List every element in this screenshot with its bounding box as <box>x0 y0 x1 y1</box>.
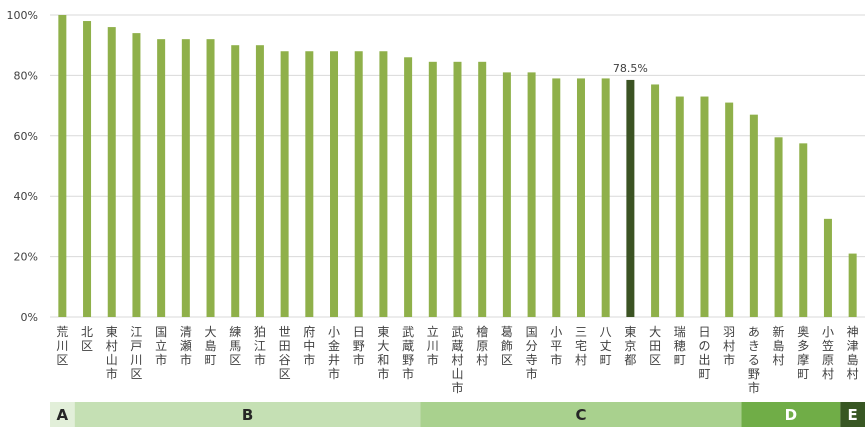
x-tick-label: 東村山市 <box>106 325 118 381</box>
group-band-c <box>420 402 742 427</box>
bar <box>83 21 92 317</box>
bar <box>404 57 413 317</box>
x-tick-label: あきる野市 <box>748 325 760 395</box>
bar <box>700 96 709 317</box>
group-band-a <box>50 402 75 427</box>
bar <box>453 61 462 318</box>
x-tick-label: 狛江市 <box>254 325 266 367</box>
bar <box>181 39 190 317</box>
group-label: B <box>242 406 253 424</box>
bar <box>354 51 363 318</box>
bar <box>552 78 561 317</box>
x-tick-label: 三宅村 <box>575 325 587 367</box>
data-label: 78.5% <box>613 62 648 75</box>
bar <box>58 15 67 317</box>
x-tick-label: 東大和市 <box>377 325 389 381</box>
bar <box>527 72 536 317</box>
bar <box>379 51 388 318</box>
group-band-e <box>840 402 865 427</box>
x-tick-label: 日野市 <box>353 325 365 367</box>
y-tick-label: 40% <box>14 190 38 203</box>
x-tick-label: 新島村 <box>773 324 785 367</box>
bar <box>255 45 264 317</box>
group-label: D <box>785 406 797 424</box>
bar <box>675 96 684 317</box>
y-tick-label: 0% <box>21 311 38 324</box>
x-tick-label: 練馬区 <box>229 325 241 367</box>
group-band-d <box>741 402 841 427</box>
bar <box>576 78 585 317</box>
bar <box>157 39 166 317</box>
bar <box>231 45 240 317</box>
bar <box>330 51 339 318</box>
x-tick-label: 小笠原村 <box>822 325 834 381</box>
bar <box>428 61 437 318</box>
bar <box>799 143 808 317</box>
x-tick-label: 武蔵野市 <box>402 325 414 381</box>
x-tick-label: 府中市 <box>303 324 315 367</box>
bar <box>601 78 610 317</box>
x-tick-label: 清瀬市 <box>180 325 192 367</box>
x-tick-label: 東京都 <box>624 325 636 367</box>
x-tick-label: 世田谷区 <box>279 325 291 381</box>
x-tick-label: 小平市 <box>550 325 562 367</box>
x-tick-label: 武蔵村山市 <box>451 325 463 395</box>
x-tick-label: 立川市 <box>427 324 439 367</box>
bar <box>502 72 511 317</box>
bar <box>305 51 314 318</box>
y-tick-label: 60% <box>14 130 38 143</box>
bar <box>651 84 660 318</box>
x-tick-label: 奥多摩町 <box>797 325 809 381</box>
bar <box>626 79 635 318</box>
bar <box>725 102 734 317</box>
x-tick-label: 北区 <box>81 325 93 353</box>
bar <box>132 33 141 318</box>
x-tick-label: 小金井市 <box>328 325 340 381</box>
x-tick-label: 檜原村 <box>476 324 488 367</box>
x-tick-label: 葛飾区 <box>501 325 513 367</box>
group-label: E <box>848 406 858 424</box>
x-tick-label: 日の出町 <box>698 325 710 381</box>
x-tick-label: 羽村市 <box>723 325 735 367</box>
x-tick-label: 八丈町 <box>600 325 612 367</box>
bar <box>280 51 289 318</box>
bar <box>478 61 487 318</box>
bar <box>848 253 857 317</box>
y-tick-label: 20% <box>14 251 38 264</box>
x-tick-label: 瑞穂町 <box>674 325 686 367</box>
x-tick-label: 大島町 <box>205 325 217 367</box>
bar <box>206 39 215 317</box>
bar <box>774 137 783 317</box>
x-tick-label: 江戸川区 <box>130 325 142 381</box>
x-tick-label: 荒川区 <box>56 325 68 367</box>
y-tick-label: 80% <box>14 69 38 82</box>
x-tick-label: 大田区 <box>649 325 661 367</box>
bar <box>749 114 758 317</box>
x-tick-label: 国立市 <box>155 325 167 367</box>
group-band-b <box>74 402 421 427</box>
x-tick-label: 国分寺市 <box>526 325 538 381</box>
x-tick-label: 神津島村 <box>847 325 859 381</box>
group-label: A <box>57 406 69 424</box>
bar <box>107 27 116 318</box>
bar <box>823 218 832 317</box>
group-label: C <box>575 406 586 424</box>
y-tick-label: 100% <box>7 9 38 22</box>
